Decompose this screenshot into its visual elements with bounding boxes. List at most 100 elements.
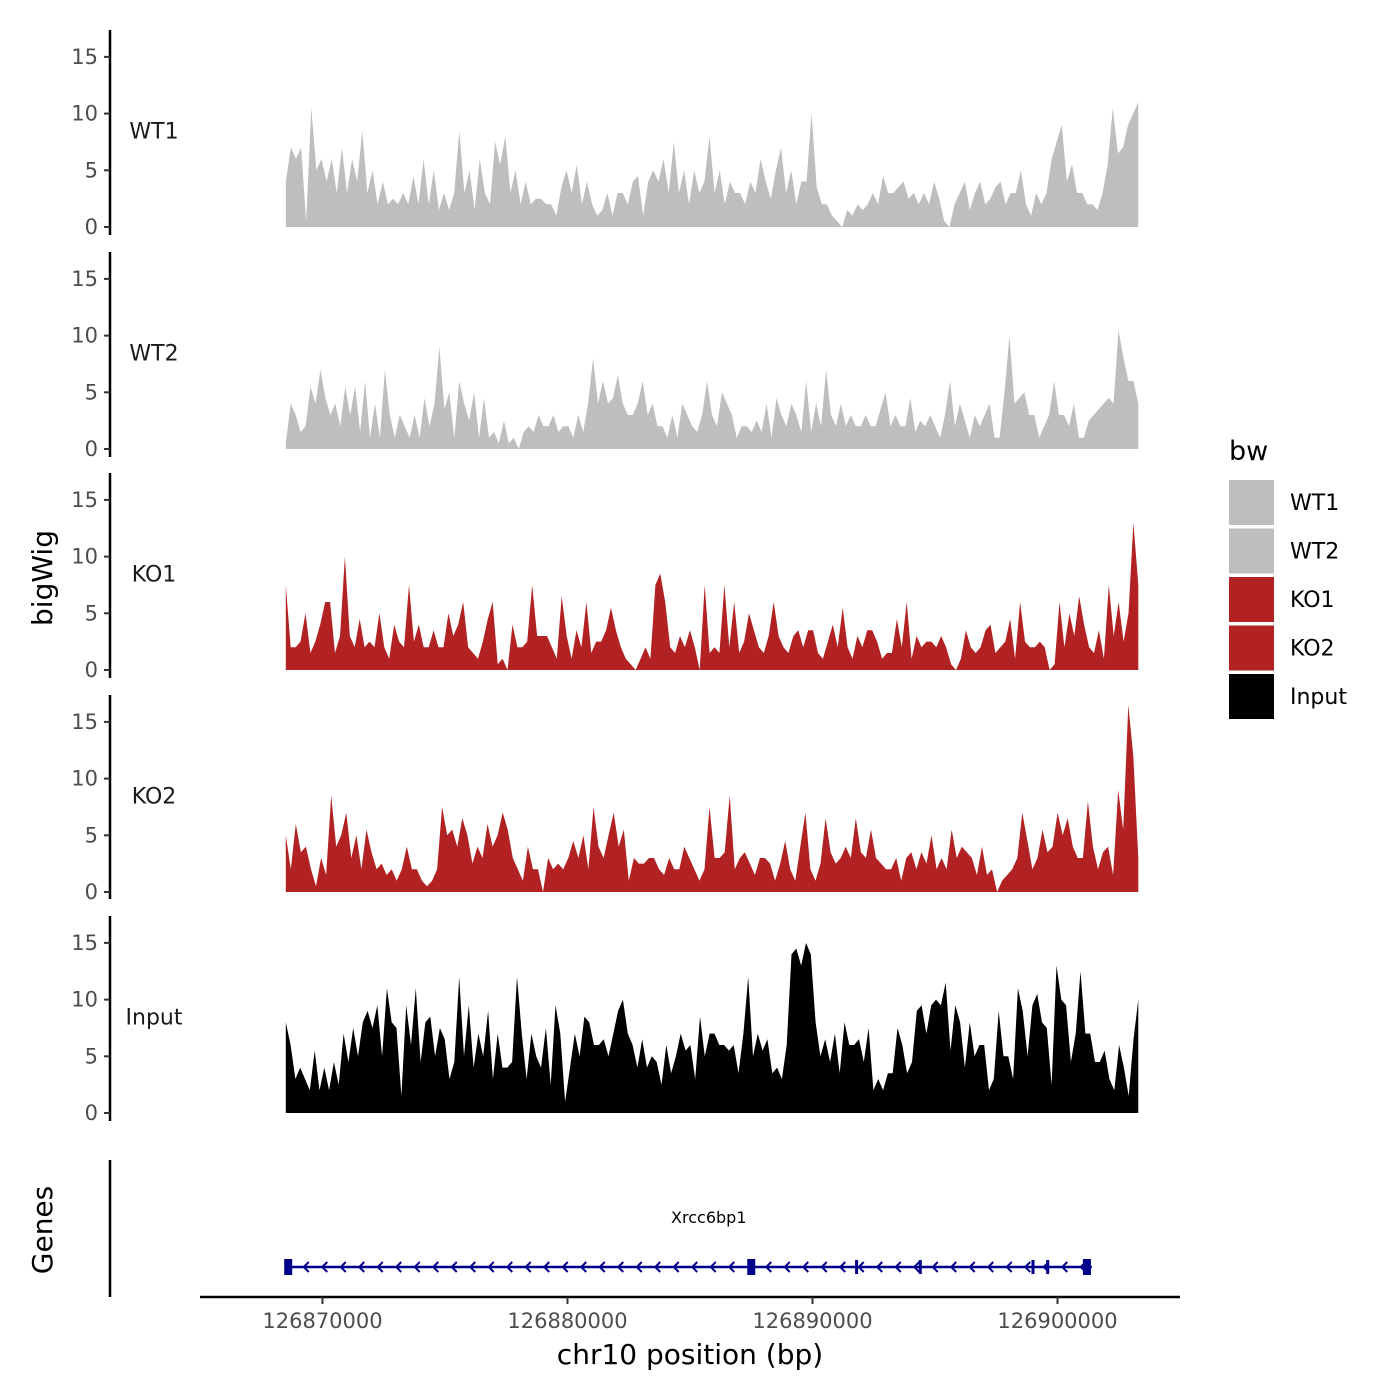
legend-swatch-wt1 xyxy=(1229,480,1274,525)
track-label: KO1 xyxy=(132,563,177,588)
coverage-area-wt1 xyxy=(285,102,1139,227)
y-tick-label: 5 xyxy=(85,1044,98,1068)
strand-arrow xyxy=(579,1261,587,1273)
y-tick-label: 10 xyxy=(71,545,98,569)
track-input: 0 5 10 15 Input xyxy=(71,916,1139,1125)
exon xyxy=(1082,1259,1091,1275)
strand-arrow xyxy=(986,1261,994,1273)
strand-arrow xyxy=(413,1261,421,1273)
coverage-area-wt2 xyxy=(285,329,1139,449)
x-tick-label: 126880000 xyxy=(507,1309,627,1333)
strand-arrow xyxy=(838,1261,846,1273)
y-tick-label: 0 xyxy=(85,437,98,461)
strand-arrow xyxy=(542,1261,550,1273)
legend-swatch-ko2 xyxy=(1229,625,1274,671)
strand-arrow xyxy=(450,1261,458,1273)
strand-arrow xyxy=(727,1261,735,1273)
strand-arrow xyxy=(801,1261,809,1273)
exon xyxy=(1031,1260,1035,1274)
legend-label: Input xyxy=(1290,685,1347,710)
y-tick-label: 15 xyxy=(71,45,98,69)
y-tick-label: 0 xyxy=(85,658,98,682)
strand-arrow xyxy=(616,1261,624,1273)
strand-arrow xyxy=(635,1261,643,1273)
strand-arrow xyxy=(1005,1261,1013,1273)
x-tick-label: 126890000 xyxy=(752,1309,872,1333)
y-tick-label: 5 xyxy=(85,823,98,847)
y-tick-label: 15 xyxy=(71,710,98,734)
strand-arrow xyxy=(931,1261,939,1273)
strand-arrow xyxy=(894,1261,902,1273)
coverage-area-ko1 xyxy=(285,522,1139,670)
y-tick-label: 0 xyxy=(85,880,98,904)
strand-arrow xyxy=(857,1261,865,1273)
legend-label: KO1 xyxy=(1290,588,1335,613)
strand-arrow xyxy=(339,1261,347,1273)
track-label: WT2 xyxy=(129,342,178,367)
y-tick-label: 0 xyxy=(85,215,98,239)
x-axis-title: chr10 position (bp) xyxy=(557,1338,823,1371)
legend-title: bw xyxy=(1229,436,1268,467)
strand-arrow xyxy=(690,1261,698,1273)
strand-arrow xyxy=(820,1261,828,1273)
strand-arrow xyxy=(912,1261,920,1273)
strand-arrow xyxy=(302,1261,310,1273)
legend-swatch-wt2 xyxy=(1229,528,1274,574)
exon xyxy=(747,1259,756,1275)
y-tick-label: 0 xyxy=(85,1101,98,1125)
track-panels: 0 5 10 15 WT1 0 5 10 15 WT2 0 5 10 15 KO1 0 5 10 15 KO2 0 5 10… xyxy=(71,30,1139,1125)
strand-arrow xyxy=(394,1261,402,1273)
strand-arrow xyxy=(783,1261,791,1273)
strand-arrow xyxy=(561,1261,569,1273)
track-label: WT1 xyxy=(129,120,178,145)
strand-arrow xyxy=(968,1261,976,1273)
legend-label: WT1 xyxy=(1290,491,1339,516)
track-ko2: 0 5 10 15 KO2 xyxy=(71,695,1139,904)
track-label: KO2 xyxy=(132,785,177,810)
strand-arrow xyxy=(875,1261,883,1273)
strand-arrow xyxy=(672,1261,680,1273)
gene-panel: Xrcc6bp1 xyxy=(108,1160,1092,1297)
strand-arrow xyxy=(949,1261,957,1273)
y-tick-label: 15 xyxy=(71,267,98,291)
strand-arrow xyxy=(431,1261,439,1273)
y-tick-label: 5 xyxy=(85,601,98,625)
strand-arrow xyxy=(320,1261,328,1273)
strand-arrow xyxy=(357,1261,365,1273)
genes-axis-title: Genes xyxy=(26,1186,59,1274)
exon xyxy=(918,1260,922,1274)
y-tick-label: 15 xyxy=(71,488,98,512)
y-tick-label: 5 xyxy=(85,380,98,404)
strand-arrow xyxy=(598,1261,606,1273)
x-tick-label: 126870000 xyxy=(262,1309,382,1333)
exon xyxy=(284,1259,293,1275)
strand-arrow xyxy=(505,1261,513,1273)
strand-arrow xyxy=(653,1261,661,1273)
strand-arrow xyxy=(1023,1261,1031,1273)
y-axis-title: bigWig xyxy=(26,530,59,626)
legend-swatch-ko1 xyxy=(1229,577,1274,622)
y-tick-label: 10 xyxy=(71,988,98,1012)
y-tick-label: 10 xyxy=(71,324,98,348)
exon xyxy=(1046,1260,1050,1274)
y-tick-label: 15 xyxy=(71,931,98,955)
legend-label: WT2 xyxy=(1290,540,1339,565)
strand-arrow xyxy=(1060,1261,1068,1273)
legend-swatch-input xyxy=(1229,674,1274,719)
strand-arrow xyxy=(376,1261,384,1273)
coverage-area-input xyxy=(285,942,1139,1113)
track-wt1: 0 5 10 15 WT1 xyxy=(71,30,1139,239)
y-tick-label: 5 xyxy=(85,158,98,182)
gene-label: Xrcc6bp1 xyxy=(671,1208,746,1227)
strand-arrow xyxy=(468,1261,476,1273)
y-tick-label: 10 xyxy=(71,102,98,126)
track-ko1: 0 5 10 15 KO1 xyxy=(71,473,1139,682)
track-wt2: 0 5 10 15 WT2 xyxy=(71,252,1139,461)
strand-arrow xyxy=(764,1261,772,1273)
legend: bw WT1 WT2 KO1 KO2 Input xyxy=(1229,436,1347,719)
strand-arrow xyxy=(487,1261,495,1273)
exon xyxy=(855,1260,859,1274)
x-axis: 126870000 126880000 126890000 126900000 xyxy=(200,1295,1180,1333)
track-label: Input xyxy=(126,1006,183,1031)
